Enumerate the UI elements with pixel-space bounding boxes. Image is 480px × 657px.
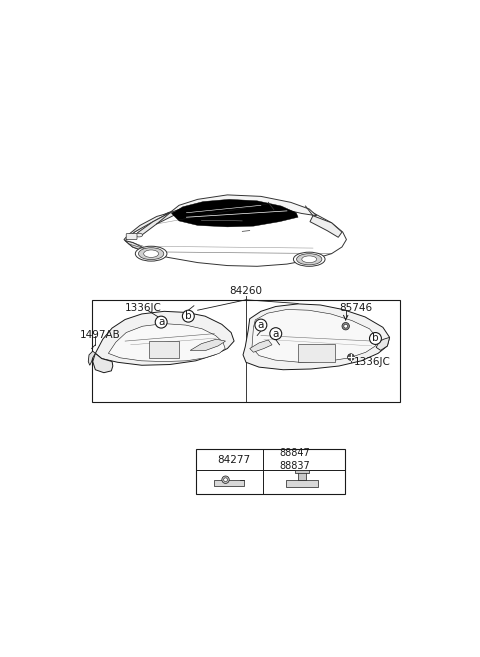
- Text: a: a: [273, 328, 279, 338]
- Ellipse shape: [135, 233, 143, 237]
- Polygon shape: [310, 215, 342, 237]
- Polygon shape: [125, 197, 347, 266]
- Circle shape: [222, 476, 229, 484]
- Polygon shape: [252, 309, 377, 362]
- Polygon shape: [125, 240, 145, 252]
- Text: 1336JC: 1336JC: [354, 357, 391, 367]
- Text: 1336JC: 1336JC: [125, 303, 162, 313]
- Ellipse shape: [139, 248, 164, 260]
- Polygon shape: [250, 340, 272, 352]
- Text: 88847
88837: 88847 88837: [280, 448, 311, 471]
- Circle shape: [270, 328, 282, 340]
- Polygon shape: [172, 199, 298, 227]
- Circle shape: [201, 454, 212, 465]
- Text: b: b: [372, 334, 379, 344]
- Ellipse shape: [293, 252, 325, 266]
- Circle shape: [224, 478, 228, 482]
- Text: a: a: [258, 320, 264, 330]
- Bar: [196, 449, 345, 493]
- Bar: [298, 472, 307, 480]
- Text: 85746: 85746: [339, 303, 372, 313]
- Circle shape: [342, 323, 349, 330]
- Polygon shape: [243, 304, 390, 370]
- Polygon shape: [124, 213, 170, 240]
- Ellipse shape: [302, 256, 317, 263]
- Circle shape: [348, 353, 354, 361]
- Polygon shape: [190, 339, 226, 350]
- Text: a: a: [158, 317, 164, 327]
- Polygon shape: [170, 195, 317, 215]
- Circle shape: [182, 310, 194, 322]
- Polygon shape: [93, 353, 113, 373]
- Bar: [298, 344, 335, 362]
- Bar: [149, 341, 179, 358]
- Text: 84260: 84260: [229, 286, 263, 296]
- Polygon shape: [137, 213, 179, 235]
- Text: a: a: [203, 455, 209, 464]
- Bar: [215, 480, 244, 486]
- Bar: [287, 480, 318, 487]
- Text: 1497AB: 1497AB: [79, 330, 120, 340]
- Circle shape: [265, 454, 276, 465]
- Circle shape: [255, 319, 267, 331]
- Ellipse shape: [297, 254, 322, 265]
- Text: b: b: [185, 311, 192, 321]
- Ellipse shape: [135, 246, 167, 261]
- Polygon shape: [108, 324, 225, 361]
- Polygon shape: [96, 311, 234, 365]
- Polygon shape: [376, 337, 390, 350]
- Circle shape: [344, 325, 348, 328]
- Polygon shape: [88, 351, 96, 365]
- Text: b: b: [268, 455, 274, 464]
- Bar: [295, 470, 309, 472]
- Circle shape: [155, 316, 167, 328]
- Bar: [92, 300, 400, 403]
- Circle shape: [370, 332, 382, 344]
- Ellipse shape: [144, 250, 158, 258]
- FancyBboxPatch shape: [126, 234, 137, 240]
- Text: 84277: 84277: [217, 455, 251, 464]
